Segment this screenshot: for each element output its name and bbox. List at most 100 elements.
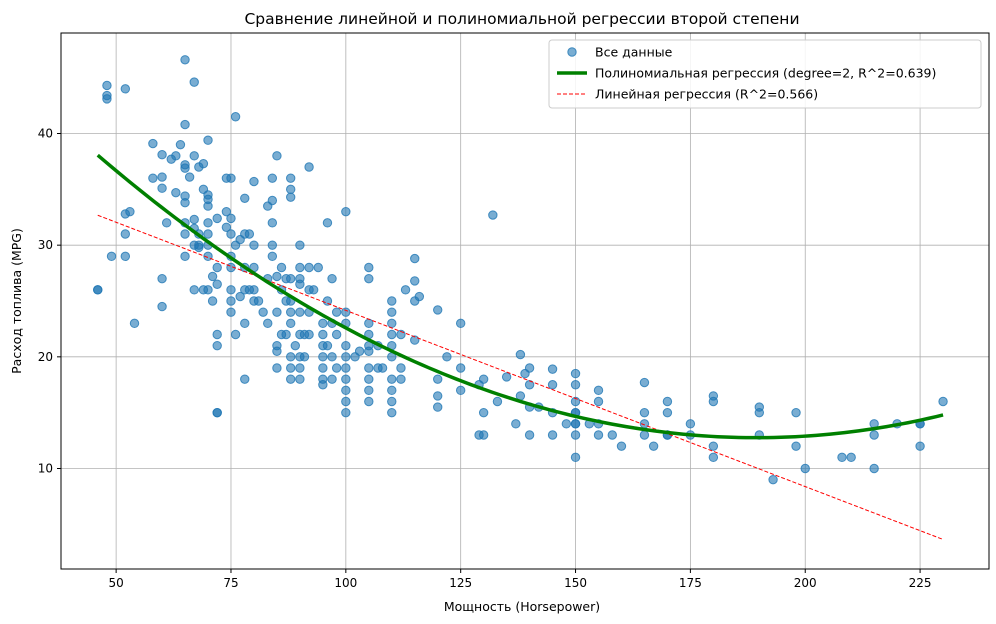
data-point <box>639 407 650 418</box>
data-point <box>455 363 466 373</box>
data-point <box>800 463 810 474</box>
data-point <box>286 374 296 384</box>
data-point <box>387 396 397 407</box>
data-point <box>180 229 190 239</box>
chart-title: Сравнение линейной и полиномиальной регр… <box>244 10 799 28</box>
data-point <box>240 193 250 203</box>
data-point <box>180 251 190 262</box>
data-point <box>400 285 411 295</box>
y-tick-label: 10 <box>38 462 53 476</box>
data-point <box>157 172 167 182</box>
data-point <box>295 363 305 373</box>
data-point <box>230 112 241 122</box>
data-point <box>180 55 190 65</box>
data-point <box>364 273 374 284</box>
data-point <box>304 262 314 273</box>
data-point <box>180 119 190 130</box>
data-point <box>295 307 305 317</box>
data-point <box>226 213 236 224</box>
data-point <box>837 452 847 463</box>
data-point <box>322 218 333 228</box>
data-point <box>570 452 581 463</box>
data-point <box>662 407 673 418</box>
data-point <box>387 329 397 340</box>
data-point <box>290 340 300 351</box>
data-point <box>331 329 342 340</box>
data-point <box>570 430 581 440</box>
data-point <box>791 407 801 418</box>
data-point <box>616 441 627 451</box>
data-point <box>157 301 167 312</box>
data-point <box>364 385 374 396</box>
data-point <box>212 213 222 224</box>
data-point <box>249 176 259 187</box>
x-tick-label: 100 <box>334 576 357 590</box>
x-tick-label: 150 <box>564 576 587 590</box>
y-tick-label: 20 <box>38 350 53 364</box>
data-point <box>524 363 535 373</box>
data-point <box>171 187 181 198</box>
data-point <box>869 463 879 474</box>
x-tick-label: 225 <box>909 576 932 590</box>
data-point <box>230 329 241 340</box>
data-point <box>286 184 296 195</box>
data-point <box>396 374 406 384</box>
data-point <box>331 363 342 373</box>
data-point <box>189 285 199 295</box>
x-tick-label: 75 <box>223 576 238 590</box>
legend-label: Линейная регрессия (R^2=0.566) <box>595 87 818 102</box>
data-point <box>354 346 365 356</box>
data-point <box>120 84 131 94</box>
linear-regression-line <box>97 214 944 540</box>
data-point <box>295 240 305 250</box>
data-point <box>341 340 351 351</box>
data-point <box>387 307 397 317</box>
data-point <box>662 396 673 407</box>
legend: Все данные Полиномиальная регрессия (degr… <box>548 39 982 109</box>
data-point <box>212 262 222 273</box>
data-point <box>207 271 218 282</box>
data-point <box>327 273 337 284</box>
legend-marker-scatter <box>567 47 577 57</box>
data-point <box>387 385 397 396</box>
data-point <box>322 340 333 351</box>
data-point <box>299 352 310 362</box>
data-point <box>272 151 282 161</box>
data-point <box>240 318 250 329</box>
data-point <box>304 162 314 172</box>
data-point <box>791 441 801 451</box>
data-point <box>198 158 209 169</box>
data-point <box>295 262 305 273</box>
data-point <box>267 173 278 183</box>
data-point <box>272 363 282 373</box>
data-point <box>194 240 204 250</box>
data-point <box>524 430 535 440</box>
data-point <box>286 318 296 329</box>
data-point <box>318 380 328 390</box>
data-point <box>387 318 397 329</box>
data-point <box>492 396 503 407</box>
data-point <box>341 352 351 362</box>
data-point <box>648 441 659 451</box>
data-point <box>570 380 581 390</box>
data-point <box>184 172 195 182</box>
data-point <box>341 363 351 373</box>
legend-label: Полиномиальная регрессия (degree=2, R^2=… <box>595 66 936 81</box>
data-point <box>308 285 319 295</box>
data-point <box>272 307 282 317</box>
data-point <box>433 402 443 412</box>
data-point <box>364 346 374 356</box>
data-point <box>244 229 255 239</box>
data-point <box>327 374 337 384</box>
data-point <box>869 430 879 440</box>
data-point <box>639 430 650 440</box>
data-point <box>455 318 466 329</box>
data-point <box>331 307 342 317</box>
data-point <box>768 474 778 485</box>
y-tick-label: 40 <box>38 127 53 141</box>
data-point <box>203 285 213 295</box>
data-point <box>561 419 572 429</box>
data-point <box>341 206 351 217</box>
data-point <box>433 391 443 401</box>
data-point <box>414 291 425 302</box>
